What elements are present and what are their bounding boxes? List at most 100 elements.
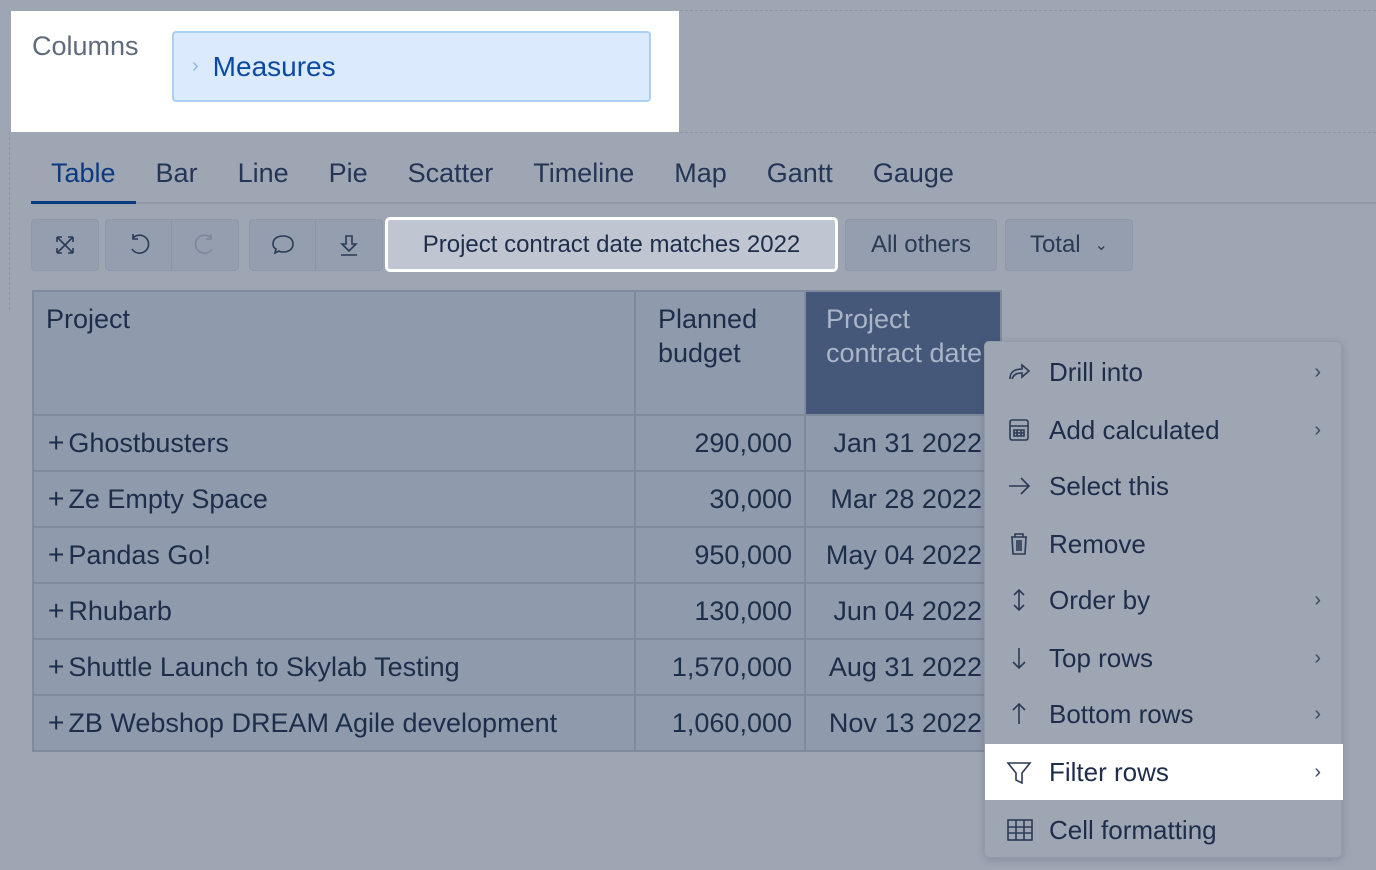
visualization-tabs: Table Bar Line Pie Scatter Timeline Map … bbox=[31, 150, 1376, 204]
project-cell[interactable]: + Rhubarb bbox=[32, 582, 636, 640]
menu-item-label: Drill into bbox=[1049, 356, 1143, 387]
project-cell[interactable]: + Shuttle Launch to Skylab Testing bbox=[32, 638, 636, 696]
arrow-up-icon bbox=[985, 701, 1049, 727]
expand-plus-icon[interactable]: + bbox=[48, 539, 65, 570]
planned-budget-cell[interactable]: 950,000 bbox=[634, 526, 806, 584]
sort-icon bbox=[985, 587, 1049, 613]
tab-line[interactable]: Line bbox=[237, 158, 289, 188]
project-name: Ghostbusters bbox=[68, 428, 229, 458]
menu-item-label: Filter rows bbox=[1049, 756, 1169, 787]
divider bbox=[680, 10, 1376, 11]
project-name: ZB Webshop DREAM Agile development bbox=[68, 708, 558, 738]
planned-budget-cell[interactable]: 30,000 bbox=[634, 470, 806, 528]
columns-label: Columns bbox=[32, 31, 139, 61]
chevron-right-icon: › bbox=[1314, 702, 1321, 725]
toolbar-group bbox=[31, 219, 99, 271]
expand-plus-icon[interactable]: + bbox=[48, 595, 65, 626]
toolbar-group bbox=[105, 219, 239, 271]
project-name: Shuttle Launch to Skylab Testing bbox=[68, 652, 460, 682]
header-planned-budget[interactable]: Planned budget bbox=[634, 290, 806, 416]
undo-button[interactable] bbox=[106, 220, 172, 270]
trash-icon bbox=[985, 531, 1049, 557]
redo-icon bbox=[194, 234, 213, 254]
menu-item-drill-into[interactable]: Drill into › bbox=[985, 344, 1343, 400]
measures-chip[interactable]: › Measures bbox=[172, 31, 651, 102]
menu-item-label: Remove bbox=[1049, 528, 1146, 559]
chevron-right-icon: › bbox=[192, 55, 199, 77]
contract-date-cell[interactable]: Aug 31 2022 bbox=[804, 638, 1002, 696]
header-project-contract-date[interactable]: Project contract date bbox=[804, 290, 1002, 416]
chevron-right-icon: › bbox=[1314, 760, 1321, 783]
project-cell[interactable]: + Pandas Go! bbox=[32, 526, 636, 584]
contract-date-cell[interactable]: Nov 13 2022 bbox=[804, 694, 1002, 752]
tab-pie[interactable]: Pie bbox=[328, 158, 368, 188]
planned-budget-cell[interactable]: 1,060,000 bbox=[634, 694, 806, 752]
table-row: + Rhubarb 130,000 Jun 04 2022 bbox=[32, 582, 1002, 640]
redo-button[interactable] bbox=[172, 220, 238, 270]
header-project[interactable]: Project bbox=[32, 290, 636, 416]
comment-icon bbox=[271, 235, 294, 255]
expand-plus-icon[interactable]: + bbox=[48, 651, 65, 682]
planned-budget-cell[interactable]: 130,000 bbox=[634, 582, 806, 640]
total-label: Total bbox=[1029, 231, 1081, 258]
divider bbox=[680, 132, 1376, 133]
contract-date-cell[interactable]: Mar 28 2022 bbox=[804, 470, 1002, 528]
project-cell[interactable]: + Ghostbusters bbox=[32, 414, 636, 472]
project-cell[interactable]: + Ze Empty Space bbox=[32, 470, 636, 528]
menu-item-cell-formatting[interactable]: Cell formatting bbox=[985, 802, 1343, 858]
planned-budget-cell[interactable]: 290,000 bbox=[634, 414, 806, 472]
chevron-right-icon: › bbox=[1314, 646, 1321, 669]
menu-item-label: Select this bbox=[1049, 470, 1169, 501]
contract-date-cell[interactable]: Jun 04 2022 bbox=[804, 582, 1002, 640]
data-table: Project Planned budget Project contract … bbox=[32, 290, 1002, 752]
table-row: + Ze Empty Space 30,000 Mar 28 2022 bbox=[32, 470, 1002, 528]
tab-gantt[interactable]: Gantt bbox=[766, 158, 833, 188]
menu-item-select-this[interactable]: Select this bbox=[985, 458, 1343, 514]
tab-gauge[interactable]: Gauge bbox=[872, 158, 954, 188]
menu-item-top-rows[interactable]: Top rows › bbox=[985, 630, 1343, 686]
chevron-down-icon: ⌄ bbox=[1094, 237, 1109, 254]
expand-icon bbox=[56, 236, 74, 254]
fullscreen-button[interactable] bbox=[32, 220, 98, 270]
filter-chip[interactable]: Project contract date matches 2022 bbox=[385, 217, 838, 272]
table-row: + Shuttle Launch to Skylab Testing 1,570,… bbox=[32, 638, 1002, 696]
comment-button[interactable] bbox=[250, 220, 316, 270]
menu-item-bottom-rows[interactable]: Bottom rows › bbox=[985, 686, 1343, 742]
expand-plus-icon[interactable]: + bbox=[48, 483, 65, 514]
project-name: Rhubarb bbox=[68, 596, 172, 626]
arrow-down-icon bbox=[985, 645, 1049, 671]
undo-icon bbox=[130, 234, 149, 254]
expand-plus-icon[interactable]: + bbox=[48, 707, 65, 738]
menu-item-label: Top rows bbox=[1049, 642, 1154, 673]
project-cell[interactable]: + ZB Webshop DREAM Agile development bbox=[32, 694, 636, 752]
table-row: + Pandas Go! 950,000 May 04 2022 bbox=[32, 526, 1002, 584]
contract-date-cell[interactable]: May 04 2022 bbox=[804, 526, 1002, 584]
all-others-button[interactable]: All others bbox=[845, 219, 997, 271]
grid-icon bbox=[985, 817, 1049, 843]
filter-icon bbox=[985, 759, 1049, 785]
table-row: + Ghostbusters 290,000 Jan 31 2022 bbox=[32, 414, 1002, 472]
menu-item-order-by[interactable]: Order by › bbox=[985, 572, 1343, 628]
tab-table[interactable]: Table bbox=[31, 150, 136, 204]
context-menu: Drill into › Add calculated › Select this Rem… bbox=[984, 341, 1343, 858]
menu-item-label: Cell formatting bbox=[1049, 814, 1217, 845]
expand-plus-icon[interactable]: + bbox=[48, 427, 65, 458]
tab-scatter[interactable]: Scatter bbox=[407, 158, 494, 188]
menu-item-label: Add calculated bbox=[1049, 414, 1220, 445]
project-name: Pandas Go! bbox=[68, 540, 211, 570]
menu-item-add-calculated[interactable]: Add calculated › bbox=[985, 402, 1343, 458]
tab-map[interactable]: Map bbox=[674, 158, 727, 188]
contract-date-cell[interactable]: Jan 31 2022 bbox=[804, 414, 1002, 472]
planned-budget-cell[interactable]: 1,570,000 bbox=[634, 638, 806, 696]
menu-item-remove[interactable]: Remove bbox=[985, 516, 1343, 572]
export-button[interactable] bbox=[316, 220, 382, 270]
share-arrow-icon bbox=[985, 359, 1049, 385]
tab-timeline[interactable]: Timeline bbox=[533, 158, 635, 188]
columns-panel: Columns › Measures bbox=[11, 11, 679, 132]
chevron-right-icon: › bbox=[1314, 418, 1321, 441]
toolbar-group bbox=[249, 219, 383, 271]
menu-item-filter-rows[interactable]: Filter rows › bbox=[985, 744, 1343, 800]
tab-bar[interactable]: Bar bbox=[155, 158, 198, 188]
menu-item-label: Order by bbox=[1049, 584, 1151, 615]
total-dropdown[interactable]: Total ⌄ bbox=[1005, 219, 1133, 271]
